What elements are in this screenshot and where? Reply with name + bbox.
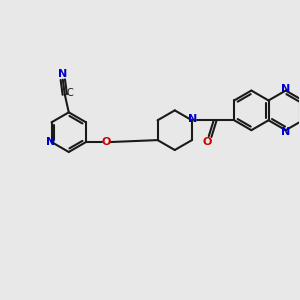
Text: N: N xyxy=(281,84,290,94)
Text: O: O xyxy=(202,137,212,147)
Text: O: O xyxy=(101,137,110,147)
Text: N: N xyxy=(58,69,68,79)
Text: C: C xyxy=(66,88,73,98)
Text: N: N xyxy=(281,127,290,137)
Text: N: N xyxy=(188,114,197,124)
Text: N: N xyxy=(46,137,55,147)
